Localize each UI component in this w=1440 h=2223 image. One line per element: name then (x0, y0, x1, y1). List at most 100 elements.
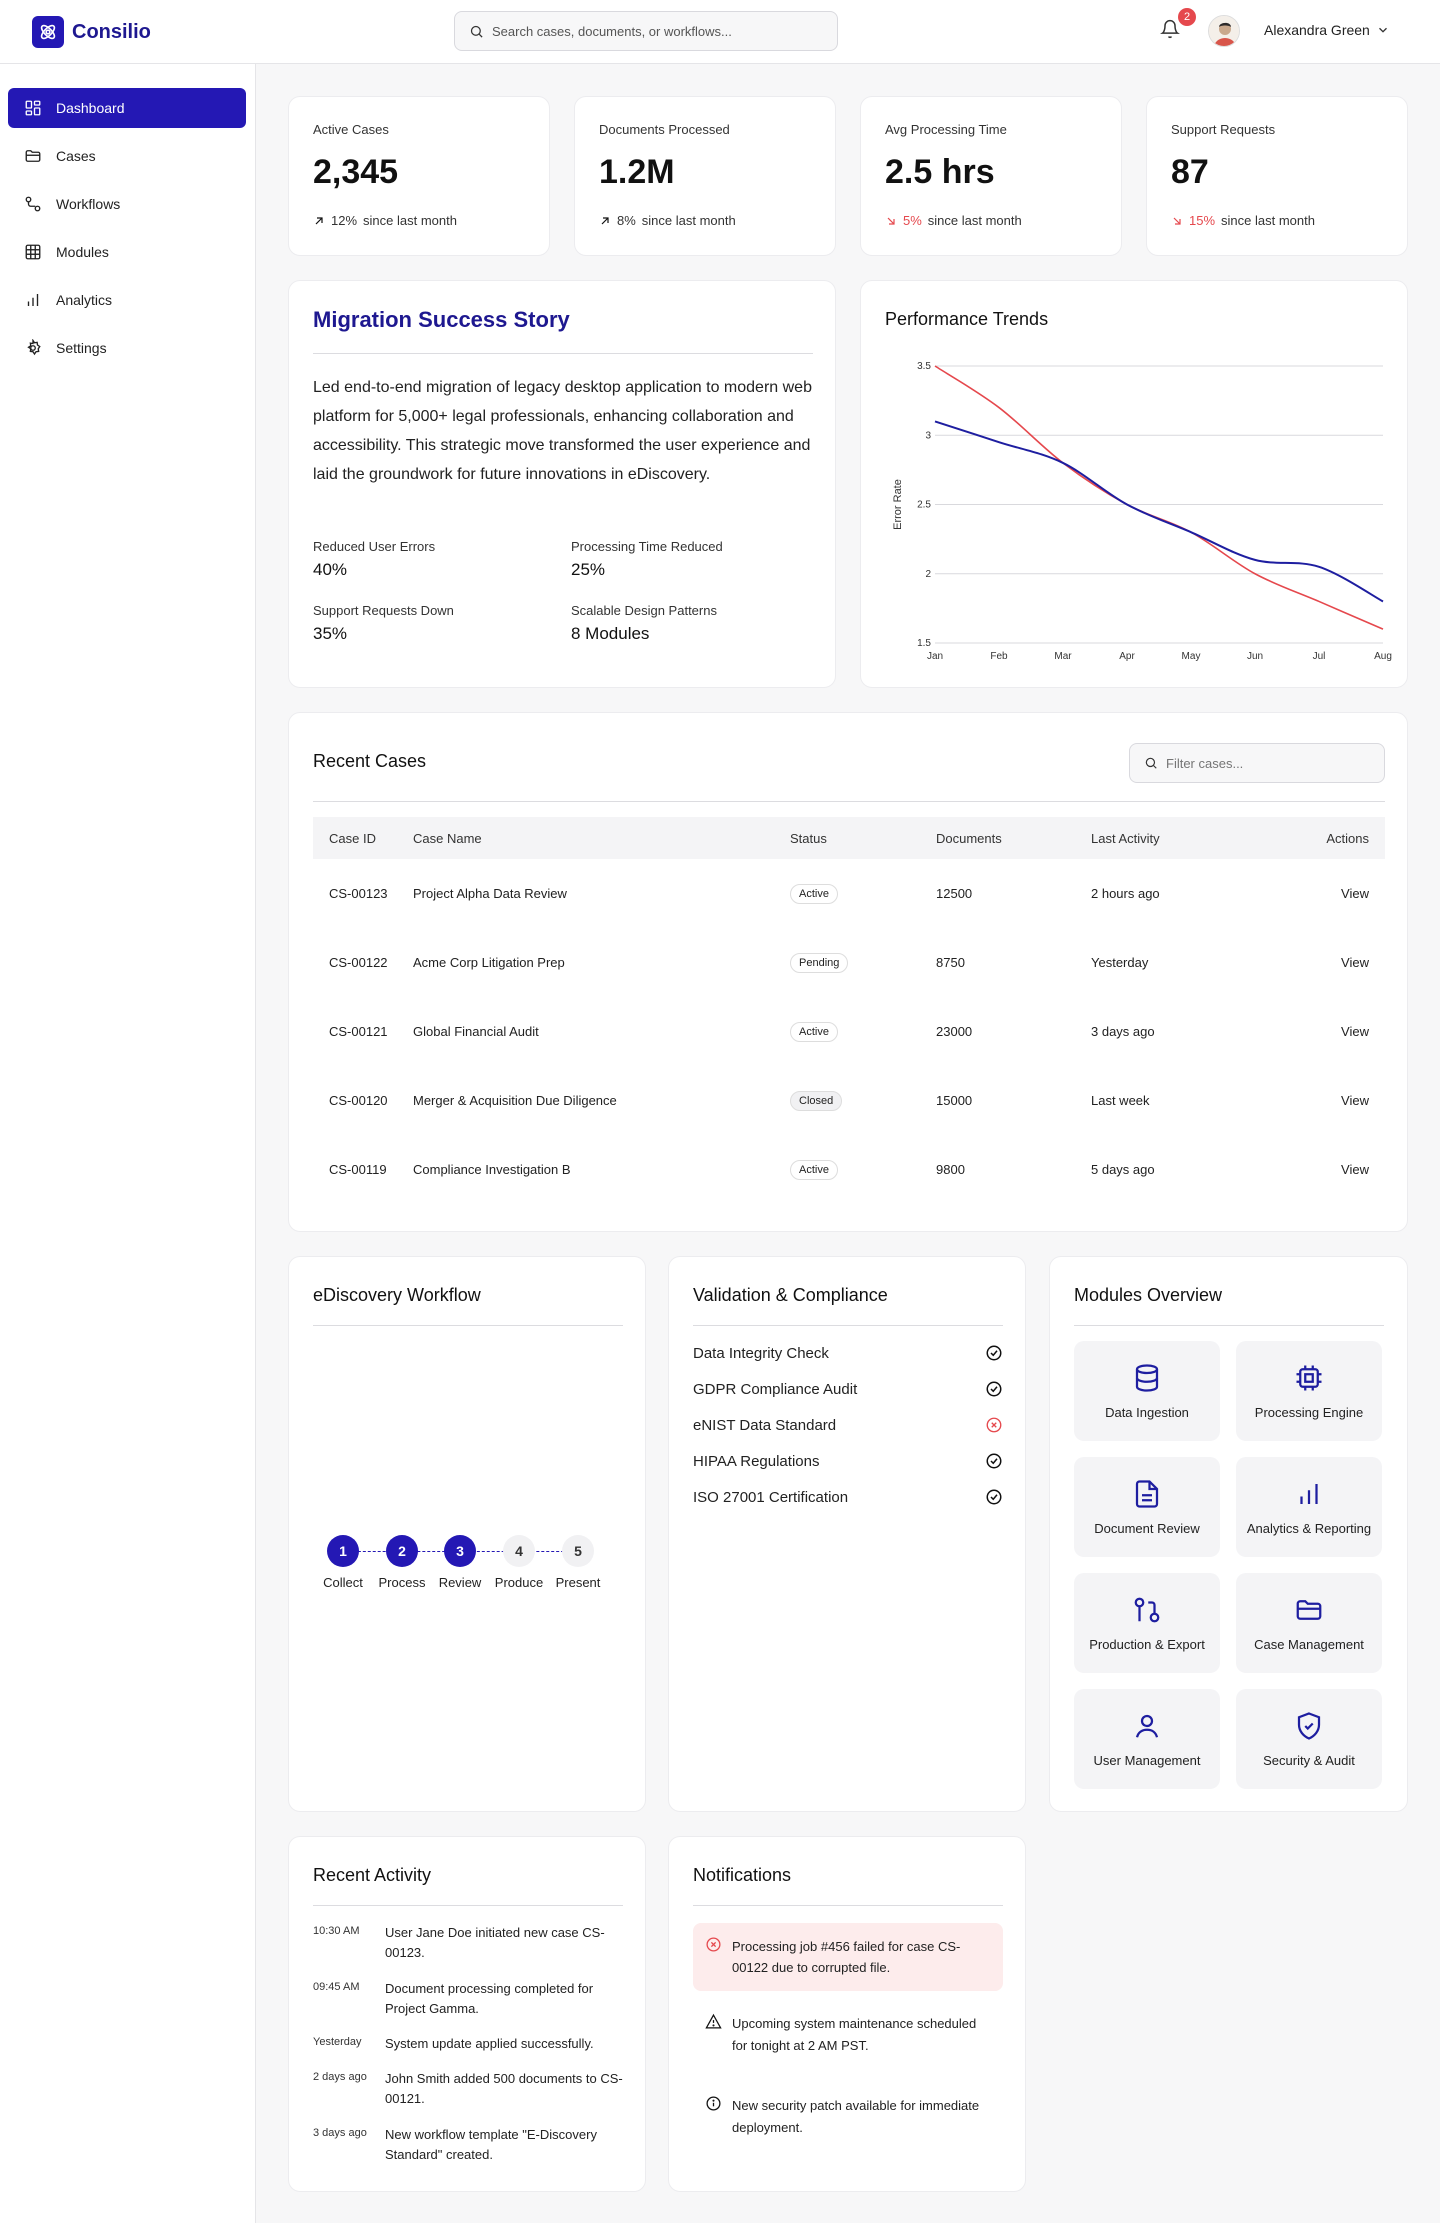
grid-icon (24, 99, 42, 117)
stat-value: 2.5 hrs (885, 153, 995, 191)
step-label: Produce (494, 1575, 544, 1590)
step-label: Collect (323, 1575, 363, 1590)
stat-change-suffix: since last month (1221, 213, 1315, 228)
status-badge: Closed (790, 1090, 843, 1111)
view-link[interactable]: View (1341, 1162, 1369, 1177)
sidebar-item-workflows[interactable]: Workflows (8, 184, 246, 224)
x-tick-label: Apr (1119, 651, 1135, 662)
workflow-stepper: 1 Collect 2 Process 3 Review 4 Produce 5… (313, 1535, 623, 1595)
x-tick-label: May (1182, 651, 1201, 662)
workflow-step-review[interactable]: 3 Review (430, 1535, 490, 1590)
notification-info[interactable]: New security patch available for immedia… (693, 2091, 1003, 2151)
sidebar: Dashboard Cases Workflows Modules Analyt… (0, 64, 256, 2223)
column-header: Last Activity (1091, 830, 1160, 846)
stat-value: 1.2M (599, 153, 675, 191)
arrow-down-right-icon (885, 215, 897, 227)
x-circle-icon (705, 1935, 722, 1979)
logo[interactable]: Consilio (32, 16, 151, 48)
avatar[interactable] (1208, 15, 1240, 47)
database-icon (1132, 1363, 1162, 1393)
status-badge: Active (790, 883, 838, 904)
migration-story-card: Migration Success Story Led end-to-end m… (288, 280, 836, 688)
table-row[interactable]: CS-00120 Merger & Acquisition Due Dilige… (313, 1066, 1385, 1135)
case-last-activity: Last week (1091, 1093, 1150, 1108)
view-link[interactable]: View (1341, 955, 1369, 970)
x-tick-label: Jul (1313, 651, 1326, 662)
x-tick-label: Feb (990, 651, 1008, 662)
stat-change: 8% since last month (599, 213, 736, 228)
case-last-activity: Yesterday (1091, 955, 1149, 970)
metric-value: 8 Modules (571, 624, 650, 643)
table-row[interactable]: CS-00121 Global Financial Audit Active 2… (313, 997, 1385, 1066)
case-documents: 12500 (936, 886, 973, 901)
case-documents: 8750 (936, 955, 965, 970)
notification-text: Processing job #456 failed for case CS-0… (732, 1939, 961, 1975)
story-body: Led end-to-end migration of legacy deskt… (313, 379, 812, 483)
sidebar-item-settings[interactable]: Settings (8, 328, 246, 368)
activity-item: 2 days ago John Smith added 500 document… (313, 2069, 633, 2109)
sidebar-item-dashboard[interactable]: Dashboard (8, 88, 246, 128)
y-tick-label: 3 (925, 430, 931, 441)
bell-icon[interactable] (1160, 19, 1184, 43)
module-tile-case-management[interactable]: Case Management (1236, 1573, 1382, 1673)
folder-icon (24, 147, 42, 165)
workflow-step-collect[interactable]: 1 Collect (313, 1535, 373, 1590)
filter-cases-input[interactable] (1166, 755, 1366, 771)
search-input[interactable] (492, 23, 812, 39)
module-tile-production-export[interactable]: Production & Export (1074, 1573, 1220, 1673)
activity-time: 2 days ago (313, 2071, 367, 2083)
module-tile-processing-engine[interactable]: Processing Engine (1236, 1341, 1382, 1441)
recent-activity-card: Recent Activity 10:30 AM User Jane Doe i… (288, 1836, 646, 2192)
module-tile-user-management[interactable]: User Management (1074, 1689, 1220, 1789)
series-line-1 (934, 365, 1384, 630)
stat-card-support-requests: Support Requests 87 15% since last month (1146, 96, 1408, 256)
table-row[interactable]: CS-00123 Project Alpha Data Review Activ… (313, 859, 1385, 928)
stat-card-avg-processing-time: Avg Processing Time 2.5 hrs 5% since las… (860, 96, 1122, 256)
case-documents: 15000 (936, 1093, 973, 1108)
case-name: Compliance Investigation B (413, 1162, 571, 1177)
x-tick-label: Aug (1374, 651, 1392, 662)
view-link[interactable]: View (1341, 1093, 1369, 1108)
cases-title: Recent Cases (313, 751, 427, 771)
workflow-icon (24, 195, 42, 213)
activity-text: New workflow template "E-Discovery Stand… (385, 2127, 597, 2162)
sidebar-item-label: Settings (56, 340, 107, 356)
column-header: Case Name (413, 830, 482, 846)
sidebar-item-label: Workflows (56, 196, 121, 212)
notification-warning[interactable]: Upcoming system maintenance scheduled fo… (693, 2009, 1003, 2069)
notification-error[interactable]: Processing job #456 failed for case CS-0… (693, 1923, 1003, 1991)
workflow-step-process[interactable]: 2 Process (372, 1535, 432, 1590)
view-link[interactable]: View (1341, 886, 1369, 901)
compliance-divider (693, 1325, 1003, 1326)
case-id: CS-00123 (329, 886, 388, 901)
table-row[interactable]: CS-00122 Acme Corp Litigation Prep Pendi… (313, 928, 1385, 997)
sidebar-item-modules[interactable]: Modules (8, 232, 246, 272)
case-last-activity: 2 hours ago (1091, 886, 1160, 901)
workflow-step-produce[interactable]: 4 Produce (489, 1535, 549, 1590)
stat-value: 87 (1171, 153, 1209, 191)
status-badge: Active (790, 1159, 838, 1180)
step-number: 1 (327, 1535, 359, 1567)
status-badge: Active (790, 1021, 838, 1042)
check-circle-icon (985, 1344, 1003, 1362)
sidebar-item-analytics[interactable]: Analytics (8, 280, 246, 320)
y-tick-label: 2.5 (917, 500, 931, 511)
sidebar-item-label: Cases (56, 148, 96, 164)
global-search[interactable] (454, 11, 838, 51)
module-tile-security-audit[interactable]: Security & Audit (1236, 1689, 1382, 1789)
stat-change: 12% since last month (313, 213, 457, 228)
user-menu[interactable]: Alexandra Green (1264, 22, 1390, 38)
ediscovery-workflow-card: eDiscovery Workflow 1 Collect 2 Process … (288, 1256, 646, 1812)
workflow-step-present[interactable]: 5 Present (548, 1535, 608, 1590)
module-tile-document-review[interactable]: Document Review (1074, 1457, 1220, 1557)
validation-compliance-card: Validation & Compliance Data Integrity C… (668, 1256, 1026, 1812)
table-row[interactable]: CS-00119 Compliance Investigation B Acti… (313, 1135, 1385, 1204)
case-name: Project Alpha Data Review (413, 886, 567, 901)
module-label: Processing Engine (1254, 1404, 1364, 1420)
module-tile-data-ingestion[interactable]: Data Ingestion (1074, 1341, 1220, 1441)
module-tile-analytics-reporting[interactable]: Analytics & Reporting (1236, 1457, 1382, 1557)
cases-filter[interactable] (1129, 743, 1385, 783)
view-link[interactable]: View (1341, 1024, 1369, 1039)
compliance-item: Data Integrity Check (693, 1341, 1003, 1365)
sidebar-item-cases[interactable]: Cases (8, 136, 246, 176)
